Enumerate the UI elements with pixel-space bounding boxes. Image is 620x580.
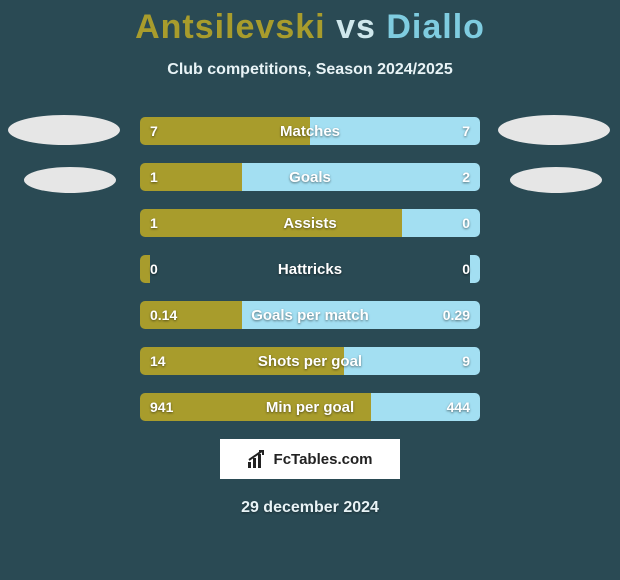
stat-row: 10Assists [140, 209, 480, 237]
comparison-title: Antsilevski vs Diallo [0, 0, 620, 47]
subtitle: Club competitions, Season 2024/2025 [0, 61, 620, 79]
decorative-oval [510, 167, 602, 193]
stat-label: Min per goal [140, 393, 480, 421]
brand-icon [248, 450, 268, 468]
stat-row: 941444Min per goal [140, 393, 480, 421]
stats-container: 77Matches 12Goals 10Assists 00Hattricks 0.14… [140, 117, 480, 439]
vs-label: vs [336, 8, 376, 46]
stat-row: 12Goals [140, 163, 480, 191]
brand-text: FcTables.com [274, 451, 373, 468]
chart-area: 77Matches 12Goals 10Assists 00Hattricks 0.14… [0, 101, 620, 421]
stat-label: Hattricks [140, 255, 480, 283]
date-label: 29 december 2024 [0, 499, 620, 517]
brand-badge: FcTables.com [220, 439, 400, 479]
stat-row: 00Hattricks [140, 255, 480, 283]
player1-name: Antsilevski [135, 8, 326, 46]
stat-label: Matches [140, 117, 480, 145]
stat-row: 0.140.29Goals per match [140, 301, 480, 329]
stat-label: Goals [140, 163, 480, 191]
stat-row: 77Matches [140, 117, 480, 145]
stat-label: Assists [140, 209, 480, 237]
decorative-oval [8, 115, 120, 145]
stat-row: 149Shots per goal [140, 347, 480, 375]
decorative-oval [498, 115, 610, 145]
player2-name: Diallo [386, 8, 485, 46]
stat-label: Shots per goal [140, 347, 480, 375]
stat-label: Goals per match [140, 301, 480, 329]
decorative-oval [24, 167, 116, 193]
